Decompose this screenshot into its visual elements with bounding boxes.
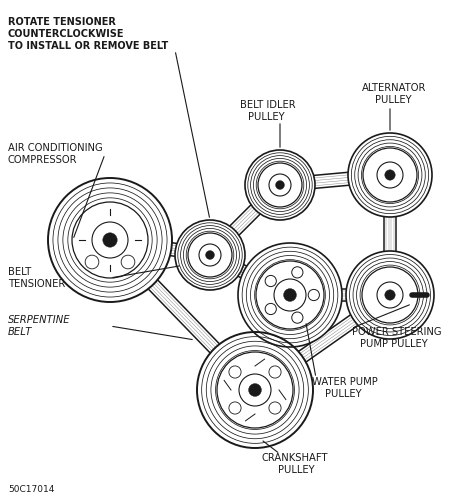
Polygon shape (105, 235, 260, 394)
Circle shape (363, 148, 417, 202)
Circle shape (348, 133, 432, 217)
Polygon shape (109, 233, 211, 262)
Text: BELT: BELT (8, 267, 31, 277)
Circle shape (275, 180, 284, 189)
Circle shape (258, 163, 302, 207)
Text: AIR CONDITIONING: AIR CONDITIONING (8, 143, 103, 153)
Text: COMPRESSOR: COMPRESSOR (8, 155, 78, 165)
Text: COUNTERCLOCKWISE: COUNTERCLOCKWISE (8, 29, 125, 39)
Circle shape (256, 261, 324, 329)
Polygon shape (279, 168, 391, 191)
Circle shape (199, 244, 221, 266)
Text: POWER STEERING: POWER STEERING (352, 327, 442, 337)
Circle shape (274, 279, 306, 311)
Circle shape (283, 289, 296, 302)
Circle shape (362, 267, 418, 323)
Text: WATER PUMP: WATER PUMP (312, 377, 378, 387)
Polygon shape (290, 289, 390, 302)
Circle shape (72, 202, 148, 278)
Circle shape (239, 374, 271, 406)
Circle shape (48, 178, 172, 302)
Circle shape (308, 290, 319, 301)
Polygon shape (249, 293, 296, 392)
Polygon shape (251, 290, 394, 395)
Text: PULLEY: PULLEY (325, 389, 362, 399)
Text: CRANKSHAFT: CRANKSHAFT (262, 453, 328, 463)
Circle shape (385, 170, 395, 180)
Text: BELT IDLER: BELT IDLER (240, 100, 296, 110)
Text: PUMP PULLEY: PUMP PULLEY (360, 339, 428, 349)
Circle shape (85, 255, 99, 269)
Polygon shape (205, 180, 284, 260)
Circle shape (292, 312, 303, 323)
Text: PULLEY: PULLEY (375, 95, 411, 105)
Circle shape (245, 150, 315, 220)
Circle shape (346, 251, 434, 339)
Circle shape (188, 233, 232, 277)
Circle shape (269, 174, 291, 196)
Text: TO INSTALL OR REMOVE BELT: TO INSTALL OR REMOVE BELT (8, 41, 168, 51)
Text: SERPENTINE: SERPENTINE (8, 315, 71, 325)
Circle shape (385, 290, 395, 300)
Circle shape (238, 243, 342, 347)
Circle shape (206, 250, 214, 260)
Circle shape (269, 402, 281, 414)
Circle shape (217, 352, 293, 428)
Circle shape (265, 276, 276, 287)
Text: ALTERNATOR: ALTERNATOR (362, 83, 427, 93)
Circle shape (248, 384, 261, 396)
Text: ROTATE TENSIONER: ROTATE TENSIONER (8, 17, 116, 27)
Circle shape (377, 162, 403, 188)
Circle shape (377, 282, 403, 308)
Circle shape (292, 267, 303, 278)
Text: 50C17014: 50C17014 (8, 485, 55, 494)
Text: BELT: BELT (8, 327, 32, 337)
Circle shape (175, 220, 245, 290)
Circle shape (121, 255, 135, 269)
Polygon shape (207, 249, 293, 301)
Circle shape (92, 222, 128, 258)
Circle shape (197, 332, 313, 448)
Polygon shape (383, 175, 396, 295)
Circle shape (103, 233, 117, 247)
Circle shape (229, 366, 241, 378)
Text: TENSIONER: TENSIONER (8, 279, 65, 289)
Text: PULLEY: PULLEY (278, 465, 315, 475)
Circle shape (269, 366, 281, 378)
Text: PULLEY: PULLEY (248, 112, 284, 122)
Circle shape (265, 304, 276, 315)
Circle shape (229, 402, 241, 414)
